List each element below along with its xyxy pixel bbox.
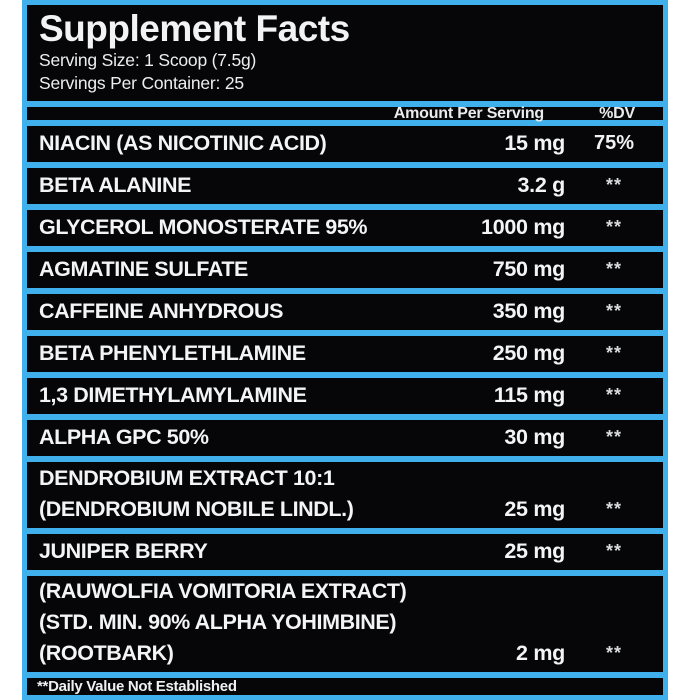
ingredient-amount: 250 mg — [492, 341, 566, 365]
table-row: BETA ALANINE 3.2 g ** — [27, 168, 663, 204]
ingredient-amount: 750 mg — [492, 257, 566, 281]
ingredient-daily-value: ** — [605, 175, 622, 195]
table-row: ALPHA GPC 50% 30 mg ** — [27, 420, 663, 456]
ingredient-daily-value: ** — [605, 499, 622, 519]
table-row: GLYCEROL MONOSTERATE 95% 1000 mg ** — [27, 210, 663, 246]
ingredient-name: AGMATINE SULFATE — [39, 257, 248, 281]
ingredient-amount: 115 mg — [493, 383, 565, 407]
ingredient-daily-value: ** — [605, 301, 622, 321]
amount-per-serving-header: Amount Per Serving — [393, 104, 544, 122]
serving-size-text: Serving Size: 1 Scoop (7.5g) — [39, 50, 257, 70]
ingredient-daily-value: ** — [605, 217, 622, 237]
ingredient-amount: 1000 mg — [481, 215, 565, 239]
ingredient-name: GLYCEROL MONOSTERATE 95% — [39, 215, 368, 239]
ingredient-name: JUNIPER BERRY — [39, 539, 208, 563]
ingredient-daily-value: ** — [605, 343, 622, 363]
ingredient-amount: 15 mg — [504, 131, 565, 155]
ingredient-name: NIACIN (AS NICOTINIC ACID) — [39, 131, 327, 155]
ingredient-name: (RAUWOLFIA VOMITORIA EXTRACT) (STD. MIN.… — [39, 579, 407, 665]
page-title: Supplement Facts — [39, 8, 350, 49]
ingredient-rows: NIACIN (AS NICOTINIC ACID) 15 mg 75% BETA A… — [27, 120, 663, 672]
supplement-facts-label: Supplement Facts Serving Size: 1 Scoop (… — [22, 0, 668, 700]
footnote-block: **Daily Value Not Established — [27, 678, 663, 695]
servings-per-container-text: Servings Per Container: 25 — [39, 73, 244, 93]
ingredient-daily-value: 75% — [593, 132, 635, 154]
column-header-row: Amount Per Serving %DV — [27, 104, 663, 122]
ingredient-name: BETA PHENYLETHLAMINE — [39, 341, 306, 365]
table-row: 1,3 DIMETHYLAMYLAMINE 115 mg ** — [27, 378, 663, 414]
ingredient-name: DENDROBIUM EXTRACT 10:1 (DENDROBIUM NOBI… — [39, 466, 354, 521]
ingredient-name: ALPHA GPC 50% — [39, 425, 209, 449]
percent-dv-header: %DV — [599, 104, 635, 122]
ingredient-amount: 25 mg — [504, 539, 565, 563]
table-row: (RAUWOLFIA VOMITORIA EXTRACT) (STD. MIN.… — [27, 576, 663, 672]
label-header-block: Supplement Facts Serving Size: 1 Scoop (… — [27, 5, 663, 101]
ingredient-daily-value: ** — [605, 643, 622, 663]
ingredient-name: CAFFEINE ANHYDROUS — [39, 299, 284, 323]
ingredient-daily-value: ** — [605, 385, 622, 405]
daily-value-footnote: **Daily Value Not Established — [37, 678, 237, 695]
table-row: JUNIPER BERRY 25 mg ** — [27, 534, 663, 570]
ingredient-amount: 30 mg — [504, 425, 565, 449]
ingredient-amount: 2 mg — [516, 641, 565, 665]
ingredient-name: 1,3 DIMETHYLAMYLAMINE — [39, 383, 307, 407]
table-row: AGMATINE SULFATE 750 mg ** — [27, 252, 663, 288]
ingredient-amount: 25 mg — [504, 497, 565, 521]
ingredient-daily-value: ** — [605, 427, 622, 447]
table-row: NIACIN (AS NICOTINIC ACID) 15 mg 75% — [27, 126, 663, 162]
ingredient-daily-value: ** — [605, 259, 622, 279]
table-row: DENDROBIUM EXTRACT 10:1 (DENDROBIUM NOBI… — [27, 462, 663, 528]
ingredient-amount: 350 mg — [492, 299, 566, 323]
ingredient-amount: 3.2 g — [517, 173, 566, 197]
table-row: CAFFEINE ANHYDROUS 350 mg ** — [27, 294, 663, 330]
table-row: BETA PHENYLETHLAMINE 250 mg ** — [27, 336, 663, 372]
ingredient-daily-value: ** — [605, 541, 622, 561]
ingredient-name: BETA ALANINE — [39, 173, 192, 197]
